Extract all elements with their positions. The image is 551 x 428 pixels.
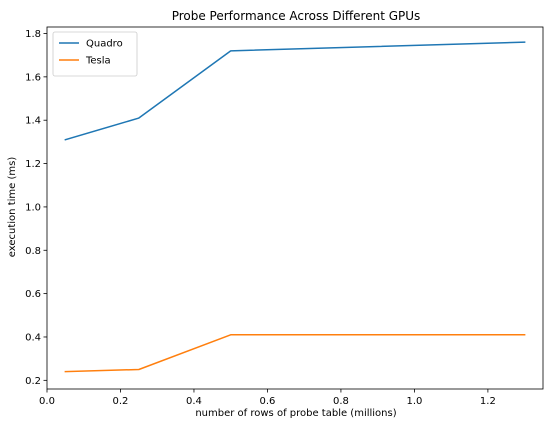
y-tick-label: 0.6 bbox=[25, 289, 41, 300]
y-axis-label: execution time (ms) bbox=[7, 157, 18, 258]
y-tick-label: 1.4 bbox=[25, 116, 41, 127]
y-axis: 0.2 0.4 0.6 0.8 1.0 1.2 1.4 1.6 1.8 bbox=[25, 29, 47, 387]
x-axis: 0.0 0.2 0.4 0.6 0.8 1.0 1.2 bbox=[39, 389, 496, 407]
legend-label: Quadro bbox=[86, 39, 123, 50]
plot-area bbox=[46, 26, 544, 390]
series-lines bbox=[64, 41, 526, 373]
x-tick-label: 1.0 bbox=[406, 396, 422, 407]
legend: Quadro Tesla bbox=[52, 31, 138, 77]
x-tick-label: 0.6 bbox=[259, 396, 275, 407]
chart-title: Probe Performance Across Different GPUs bbox=[172, 9, 421, 23]
x-axis-label: number of rows of probe table (millions) bbox=[195, 408, 396, 419]
axes-frame bbox=[46, 26, 544, 390]
y-tick-label: 1.8 bbox=[25, 29, 41, 40]
y-tick-label: 0.2 bbox=[25, 376, 41, 387]
series-line-tesla bbox=[64, 334, 526, 373]
x-tick-label: 0.4 bbox=[186, 396, 202, 407]
y-tick-label: 1.2 bbox=[25, 159, 41, 170]
y-tick-label: 0.4 bbox=[25, 332, 41, 343]
x-tick-label: 1.2 bbox=[480, 396, 496, 407]
x-tick-label: 0.8 bbox=[333, 396, 349, 407]
x-tick-label: 0.2 bbox=[113, 396, 129, 407]
y-tick-label: 0.8 bbox=[25, 246, 41, 257]
y-tick-label: 1.0 bbox=[25, 202, 41, 213]
legend-label: Tesla bbox=[85, 56, 111, 67]
x-tick-label: 0.0 bbox=[39, 396, 55, 407]
y-tick-label: 1.6 bbox=[25, 72, 41, 83]
series-line-quadro bbox=[64, 41, 526, 141]
